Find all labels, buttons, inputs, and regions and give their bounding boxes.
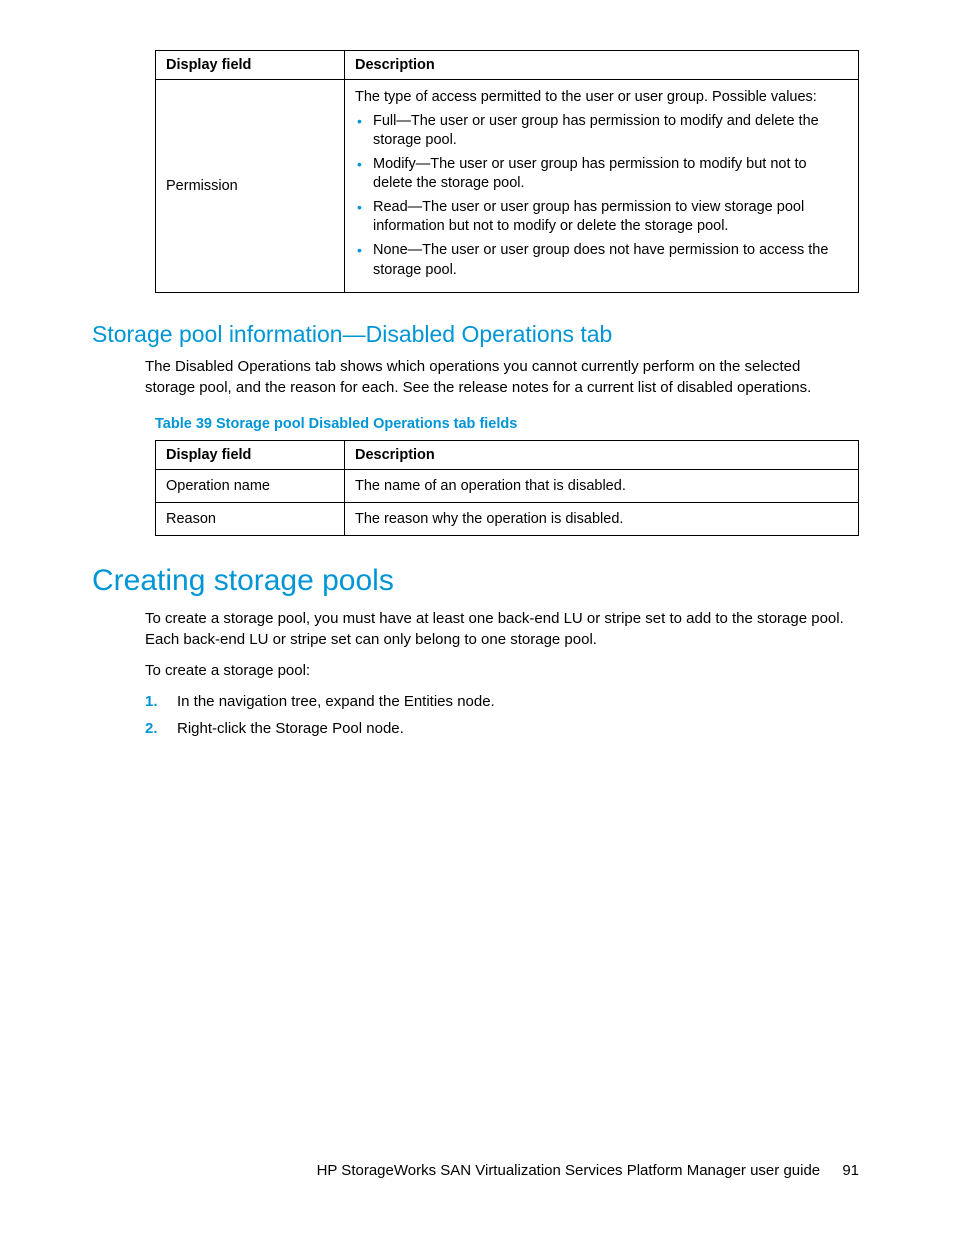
- col-header-desc: Description: [345, 51, 859, 80]
- table-row: Permission The type of access permitted …: [156, 80, 859, 293]
- col-header-desc: Description: [345, 441, 859, 470]
- step-item: Right-click the Storage Pool node.: [145, 718, 859, 739]
- table-row: Reason The reason why the operation is d…: [156, 503, 859, 536]
- cell-lead-text: The type of access permitted to the user…: [355, 88, 848, 108]
- cell-description: The reason why the operation is disabled…: [345, 503, 859, 536]
- step-item: In the navigation tree, expand the Entit…: [145, 691, 859, 712]
- permission-values-list: Full—The user or user group has permissi…: [355, 112, 848, 281]
- footer-title: HP StorageWorks SAN Virtualization Servi…: [317, 1162, 821, 1179]
- page-number: 91: [842, 1162, 859, 1179]
- list-item: Read—The user or user group has permissi…: [355, 198, 848, 237]
- cell-field: Permission: [156, 80, 345, 293]
- list-item: None—The user or user group does not hav…: [355, 241, 848, 280]
- cell-description: The name of an operation that is disable…: [345, 470, 859, 503]
- col-header-field: Display field: [156, 51, 345, 80]
- cell-field: Operation name: [156, 470, 345, 503]
- permissions-table: Display field Description Permission The…: [155, 50, 859, 293]
- cell-description: The type of access permitted to the user…: [345, 80, 859, 293]
- table-header-row: Display field Description: [156, 441, 859, 470]
- list-item: Full—The user or user group has permissi…: [355, 112, 848, 151]
- col-header-field: Display field: [156, 441, 345, 470]
- page-footer: HP StorageWorks SAN Virtualization Servi…: [317, 1162, 859, 1179]
- cell-field: Reason: [156, 503, 345, 536]
- table-header-row: Display field Description: [156, 51, 859, 80]
- table-row: Operation name The name of an operation …: [156, 470, 859, 503]
- table-caption: Table 39 Storage pool Disabled Operation…: [155, 416, 859, 432]
- heading-creating-storage-pools: Creating storage pools: [92, 564, 859, 598]
- document-page: Display field Description Permission The…: [0, 0, 954, 1235]
- section-paragraph: To create a storage pool, you must have …: [145, 608, 845, 650]
- list-item: Modify—The user or user group has permis…: [355, 155, 848, 194]
- section-heading-disabled-ops: Storage pool information—Disabled Operat…: [92, 321, 859, 348]
- section-paragraph: The Disabled Operations tab shows which …: [145, 356, 845, 398]
- section-paragraph: To create a storage pool:: [145, 660, 845, 681]
- procedure-steps: In the navigation tree, expand the Entit…: [145, 691, 859, 739]
- disabled-ops-table: Display field Description Operation name…: [155, 440, 859, 536]
